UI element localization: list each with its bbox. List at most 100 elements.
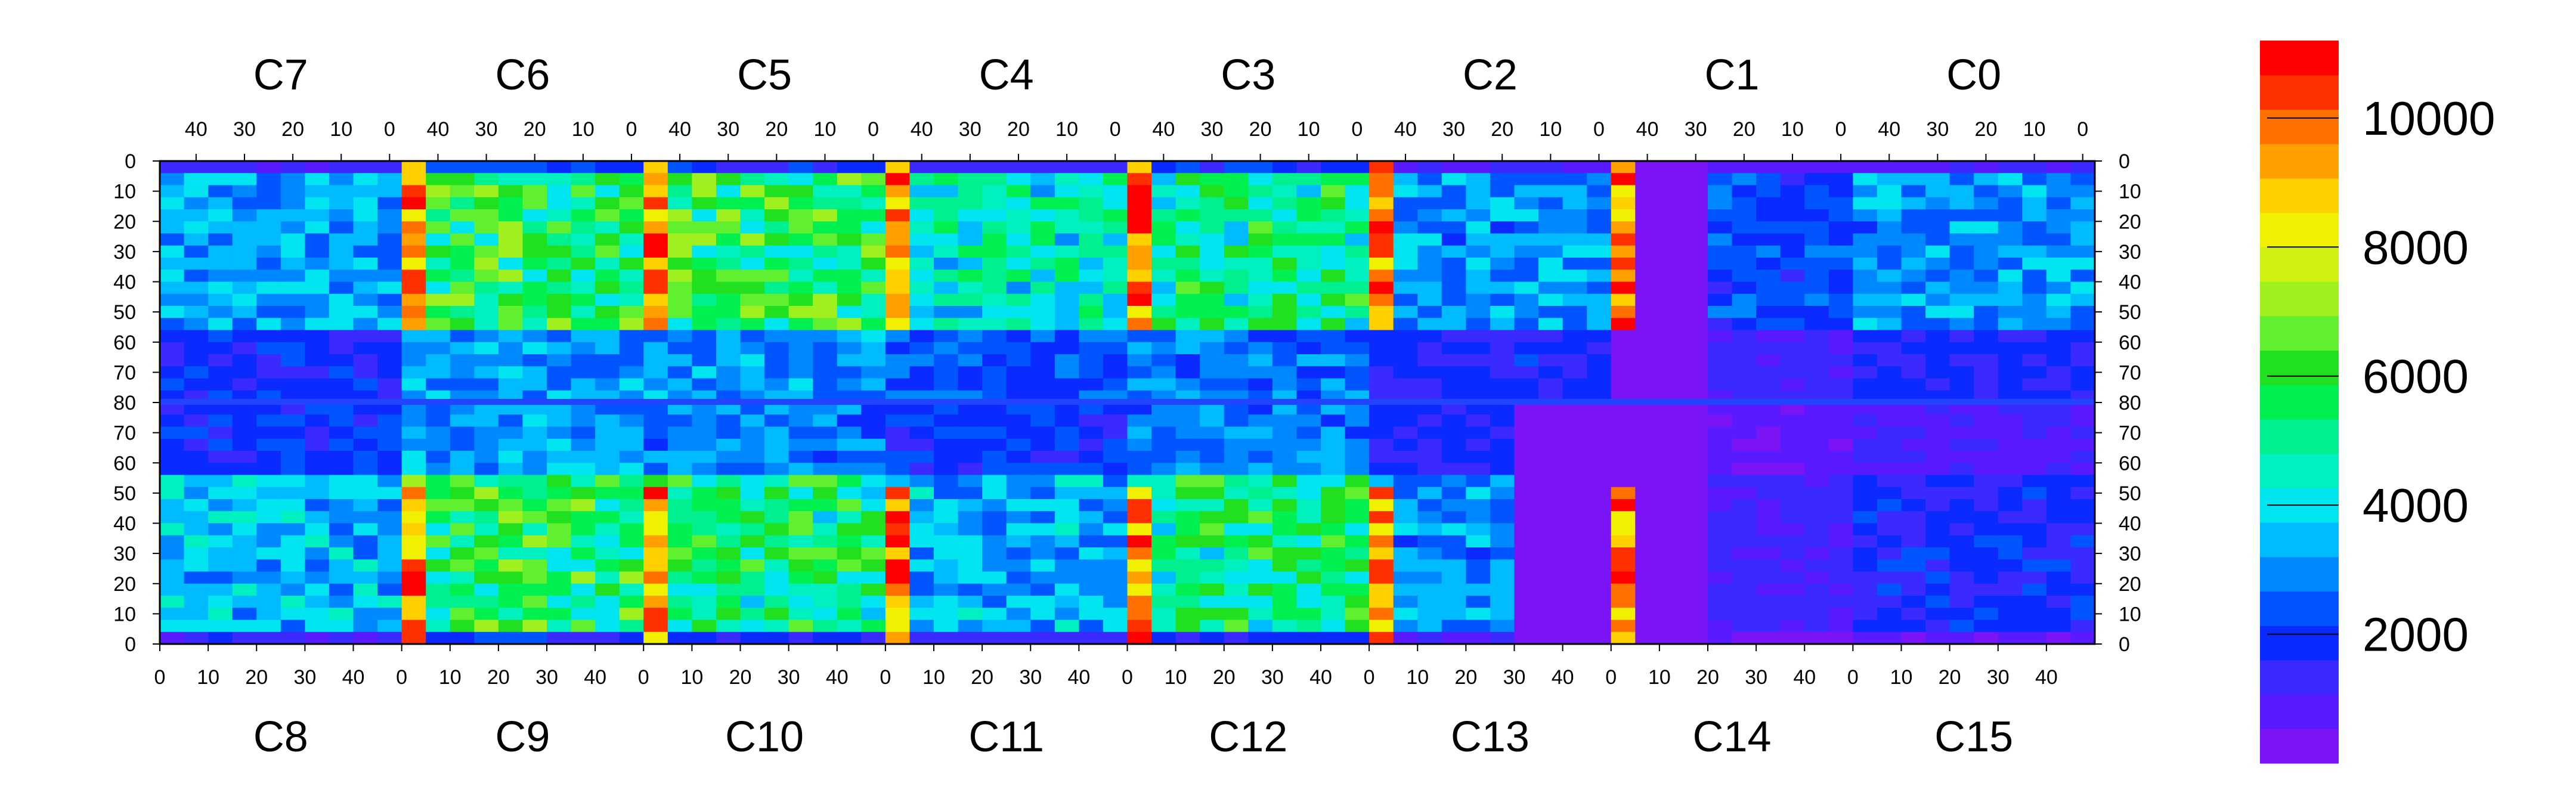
heatmap-cell [1127,451,1152,463]
heatmap-cell [2046,475,2072,488]
heatmap-cell [1417,330,1442,343]
heatmap-cell [208,221,233,234]
heatmap-cell [740,608,765,621]
heatmap-cell [329,414,354,428]
heatmap-cell [2046,402,2072,415]
heatmap-cell [1127,221,1152,234]
heatmap-cell [208,173,233,186]
heatmap-cell [401,342,426,355]
x-tick-label-bottom: 10 [1890,666,1913,689]
heatmap-cell [1490,426,1515,439]
heatmap-cell [909,596,934,608]
heatmap-cell [1321,402,1346,415]
heatmap-cell [861,620,886,633]
heatmap-cell [1828,451,1853,463]
heatmap-cell [1127,583,1152,596]
heatmap-cell [1369,608,1394,621]
heatmap-cell [1321,608,1346,621]
heatmap-cell [595,463,620,476]
heatmap-cell [1272,620,1298,633]
heatmap-cell [232,173,257,186]
chip-label-bottom: C8 [253,713,308,761]
heatmap-cell [1441,511,1466,524]
heatmap-cell [450,209,475,222]
heatmap-cell [1272,596,1298,608]
heatmap-cell [643,475,668,488]
heatmap-cell [474,281,499,295]
heatmap-cell [1538,559,1563,572]
heatmap-cell [1103,293,1128,306]
heatmap-cell [1708,451,1733,463]
heatmap-cell [1538,596,1563,608]
heatmap-cell [1756,620,1781,633]
heatmap-cell [1562,354,1587,367]
heatmap-cell [692,608,717,621]
heatmap-cell [643,631,668,645]
heatmap-cell [1732,185,1757,198]
heatmap-cell [232,354,257,367]
heatmap-cell [1853,631,1878,645]
heatmap-cell [1708,559,1733,572]
heatmap-cell [2022,233,2047,246]
heatmap-cell [958,523,983,536]
heatmap-cell [1369,342,1394,355]
heatmap-cell [1538,620,1563,633]
heatmap-cell [426,608,451,621]
heatmap-cell [1974,438,1999,451]
heatmap-cell [1490,487,1515,500]
heatmap-cell [1611,451,1636,463]
heatmap-cell [1853,318,1878,331]
heatmap-cell [1054,499,1079,512]
heatmap-cell [837,293,862,306]
heatmap-cell [1369,547,1394,560]
heatmap-cell [1272,523,1298,536]
heatmap-cell [1369,197,1394,210]
heatmap-cell [256,631,281,645]
heatmap-cell [1901,318,1926,331]
x-tick-label-top: 0 [1593,118,1605,141]
heatmap-cell [1417,499,1442,512]
heatmap-cell [909,414,934,428]
heatmap-cell [1345,197,1370,210]
heatmap-cell [1974,258,1999,270]
heatmap-cell [1200,209,1225,222]
heatmap-cell [1974,451,1999,463]
heatmap-cell [1224,330,1249,343]
heatmap-cell [1708,547,1733,560]
heatmap-cell [2046,330,2072,343]
heatmap-cell [837,366,862,379]
heatmap-cell [1272,342,1298,355]
heatmap-cell [426,185,451,198]
heatmap-cell [1175,258,1200,270]
heatmap-cell [1369,620,1394,633]
heatmap-cell [1562,535,1587,548]
heatmap-cell [788,330,813,343]
heatmap-cell [1369,281,1394,295]
heatmap-cell [1127,608,1152,621]
heatmap-cell [1030,547,1055,560]
heatmap-cell [1417,270,1442,283]
heatmap-cell [1708,258,1733,270]
heatmap-cell [1998,402,2023,415]
heatmap-cell [1200,173,1225,186]
heatmap-cell [885,270,911,283]
heatmap-cell [377,378,402,391]
heatmap-cell [353,535,378,548]
heatmap-cell [1974,487,1999,500]
heatmap-cell [1393,402,1418,415]
heatmap-cell [305,535,330,548]
heatmap-cell [1901,402,1926,415]
heatmap-cell [160,426,185,439]
heatmap-cell [1562,233,1587,246]
heatmap-cell [837,318,862,331]
heatmap-cell [1974,318,1999,331]
heatmap-cell [885,596,911,608]
heatmap-cell [861,330,886,343]
heatmap-cell [1659,438,1685,451]
heatmap-cell [1466,608,1491,621]
heatmap-cell [1683,281,1708,295]
heatmap-cell [1587,535,1612,548]
y-tick-label-right: 20 [2119,210,2141,233]
heatmap-cell [571,270,596,283]
heatmap-cell [256,258,281,270]
